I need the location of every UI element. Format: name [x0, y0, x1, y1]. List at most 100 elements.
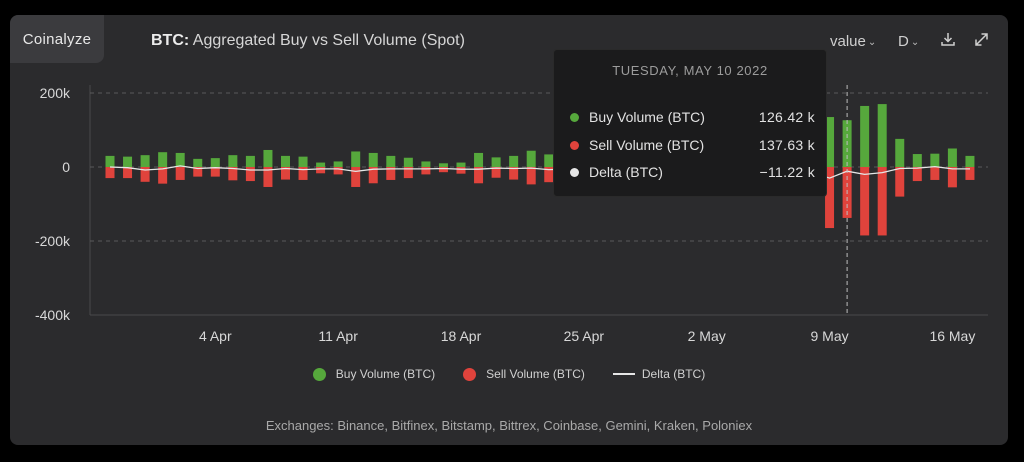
tooltip-sell-value: 137.63 k	[758, 137, 815, 153]
buy-bar	[421, 161, 431, 167]
buy-bar	[158, 152, 168, 167]
sell-bar	[245, 167, 255, 182]
tooltip-delta-dot	[570, 167, 579, 177]
buy-bar	[877, 104, 887, 167]
sell-bar	[386, 167, 396, 180]
tooltip-buy-label: Buy Volume (BTC)	[589, 109, 705, 125]
buy-bar	[263, 149, 273, 167]
legend-sell-label: Sell Volume (BTC)	[486, 367, 585, 381]
tooltip-sell-dot	[570, 140, 579, 150]
legend-delta[interactable]: Delta (BTC)	[612, 367, 706, 381]
legend-delta-label: Delta (BTC)	[641, 367, 706, 381]
buy-bar	[228, 155, 238, 167]
buy-bar	[947, 148, 957, 167]
buy-bar	[544, 154, 554, 167]
x-tick-label: 9 May	[810, 328, 848, 344]
x-tick-label: 2 May	[688, 328, 726, 344]
chevron-down-icon: ⌄	[910, 37, 920, 48]
sell-bar	[930, 167, 940, 180]
buy-bar	[509, 155, 519, 167]
y-tick-label: 200k	[40, 85, 71, 101]
buy-bar	[895, 138, 905, 167]
tooltip-row-sell: Sell Volume (BTC) 137.63 k	[570, 136, 815, 154]
sell-bar	[895, 167, 905, 197]
y-tick-label: -400k	[35, 307, 71, 323]
sell-bar	[263, 167, 273, 187]
buy-bar	[386, 155, 396, 167]
buy-bar	[965, 155, 975, 167]
buy-bar	[526, 150, 536, 167]
buy-bar	[105, 155, 115, 167]
chart-legend: Buy Volume (BTC) Sell Volume (BTC) Delta…	[10, 367, 1008, 381]
x-tick-label: 25 Apr	[564, 328, 605, 344]
buy-bar	[438, 163, 448, 167]
chart-title: BTC: Aggregated Buy vs Sell Volume (Spot…	[151, 32, 465, 50]
period-dropdown-label: D	[898, 33, 909, 50]
exchanges-footer: Exchanges: Binance, Bitfinex, Bitstamp, …	[265, 418, 753, 433]
buy-bar	[298, 156, 308, 167]
sell-bar	[210, 167, 220, 177]
expand-button[interactable]	[973, 31, 990, 52]
download-button[interactable]	[940, 31, 956, 51]
bar-chart[interactable]: 200k 0 -200k -400k 4 Apr 11 Apr 18 Apr 25 Apr 2 …	[10, 15, 1008, 355]
sell-bar	[877, 167, 887, 236]
delta-line	[109, 165, 970, 179]
period-dropdown[interactable]: D ⌄	[898, 33, 919, 50]
sell-bar	[140, 167, 150, 182]
x-tick-label: 16 May	[929, 328, 975, 344]
buy-bar	[456, 162, 466, 167]
sell-bar	[105, 167, 115, 179]
buy-bar	[333, 161, 343, 167]
tooltip-row-buy: Buy Volume (BTC) 126.42 k	[570, 108, 815, 126]
buy-bar	[860, 105, 870, 167]
title-text: Aggregated Buy vs Sell Volume (Spot)	[192, 32, 465, 49]
sell-bar	[474, 167, 484, 184]
buy-bar	[175, 152, 185, 167]
legend-buy-volume[interactable]: Buy Volume (BTC)	[312, 367, 435, 381]
sell-bar	[228, 167, 238, 181]
tooltip-buy-value: 126.42 k	[758, 109, 815, 125]
buy-bar	[351, 151, 361, 167]
title-symbol: BTC:	[151, 32, 190, 49]
buy-bar	[123, 156, 133, 167]
sell-bar	[544, 167, 554, 183]
sell-bar	[281, 167, 290, 180]
coinalyze-logo[interactable]: Coinalyze	[10, 15, 104, 63]
buy-bar	[140, 155, 150, 167]
sell-bar	[438, 167, 448, 173]
tooltip-date: TUESDAY, MAY 10 2022	[612, 63, 768, 78]
sell-bar	[333, 167, 343, 175]
sell-bar	[368, 167, 378, 184]
buy-bar	[368, 152, 378, 167]
buy-legend-marker	[312, 367, 326, 381]
tooltip-sell-label: Sell Volume (BTC)	[589, 137, 705, 153]
sell-bar	[351, 167, 361, 187]
sell-bar	[526, 167, 536, 185]
sell-bar	[175, 167, 185, 180]
expand-icon	[975, 33, 988, 46]
sell-bar	[947, 167, 957, 188]
delta-legend-marker	[612, 373, 635, 375]
value-dropdown-label: value	[830, 33, 866, 50]
chart-tooltip: TUESDAY, MAY 10 2022 Buy Volume (BTC) 12…	[553, 49, 827, 197]
buy-bar	[403, 157, 413, 167]
tooltip-row-delta: Delta (BTC) −11.22 k	[570, 163, 815, 181]
buy-bar	[193, 158, 203, 167]
buy-bar	[491, 157, 501, 167]
sell-bar	[965, 167, 975, 180]
sell-legend-marker	[463, 367, 477, 381]
buy-bar	[912, 154, 922, 167]
y-tick-label: -200k	[35, 233, 71, 249]
sell-bar	[421, 167, 431, 175]
download-icon	[941, 33, 955, 46]
legend-sell-volume[interactable]: Sell Volume (BTC)	[463, 367, 585, 381]
x-tick-label: 18 Apr	[441, 328, 482, 344]
sell-bar	[193, 167, 203, 177]
sell-bar	[860, 167, 870, 236]
buy-bar	[245, 155, 255, 167]
sell-bar	[825, 167, 835, 229]
buy-bar	[930, 153, 940, 167]
x-tick-label: 11 Apr	[318, 328, 358, 344]
value-dropdown[interactable]: value ⌄	[830, 33, 876, 50]
buy-bar	[210, 158, 220, 167]
